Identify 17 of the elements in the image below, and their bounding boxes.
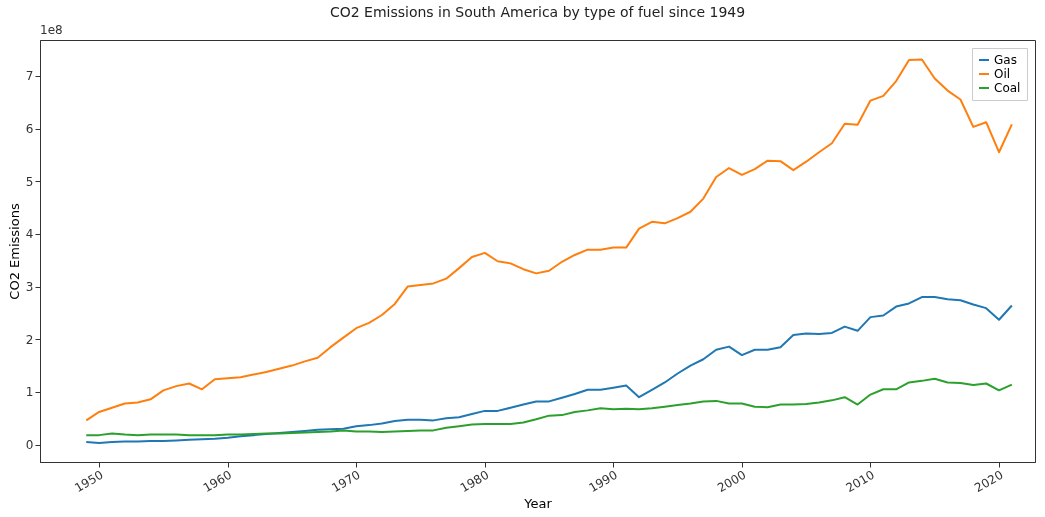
- y-tick-label: 4: [25, 227, 34, 242]
- y-axis-title: CO2 Emissions: [6, 203, 22, 300]
- line-series: [85, 377, 1013, 437]
- legend-label: Coal: [994, 81, 1021, 95]
- y-tick-label: 3: [25, 280, 34, 295]
- y-tick-label: 2: [25, 332, 34, 347]
- y-tick-label: 7: [25, 69, 34, 84]
- chart-title: CO2 Emissions in South America by type of fuel since 1949: [329, 4, 746, 20]
- x-axis-title: Year: [523, 496, 553, 512]
- legend-label: Gas: [994, 53, 1017, 67]
- y-tick-label: 5: [25, 174, 34, 189]
- y-tick-label: 0: [25, 438, 34, 453]
- y-tick-label: 6: [25, 122, 34, 137]
- text: 1e8: [40, 23, 63, 37]
- y-tick-label: 1: [25, 385, 34, 400]
- line-series: [85, 296, 1013, 445]
- legend-label: Oil: [994, 67, 1011, 81]
